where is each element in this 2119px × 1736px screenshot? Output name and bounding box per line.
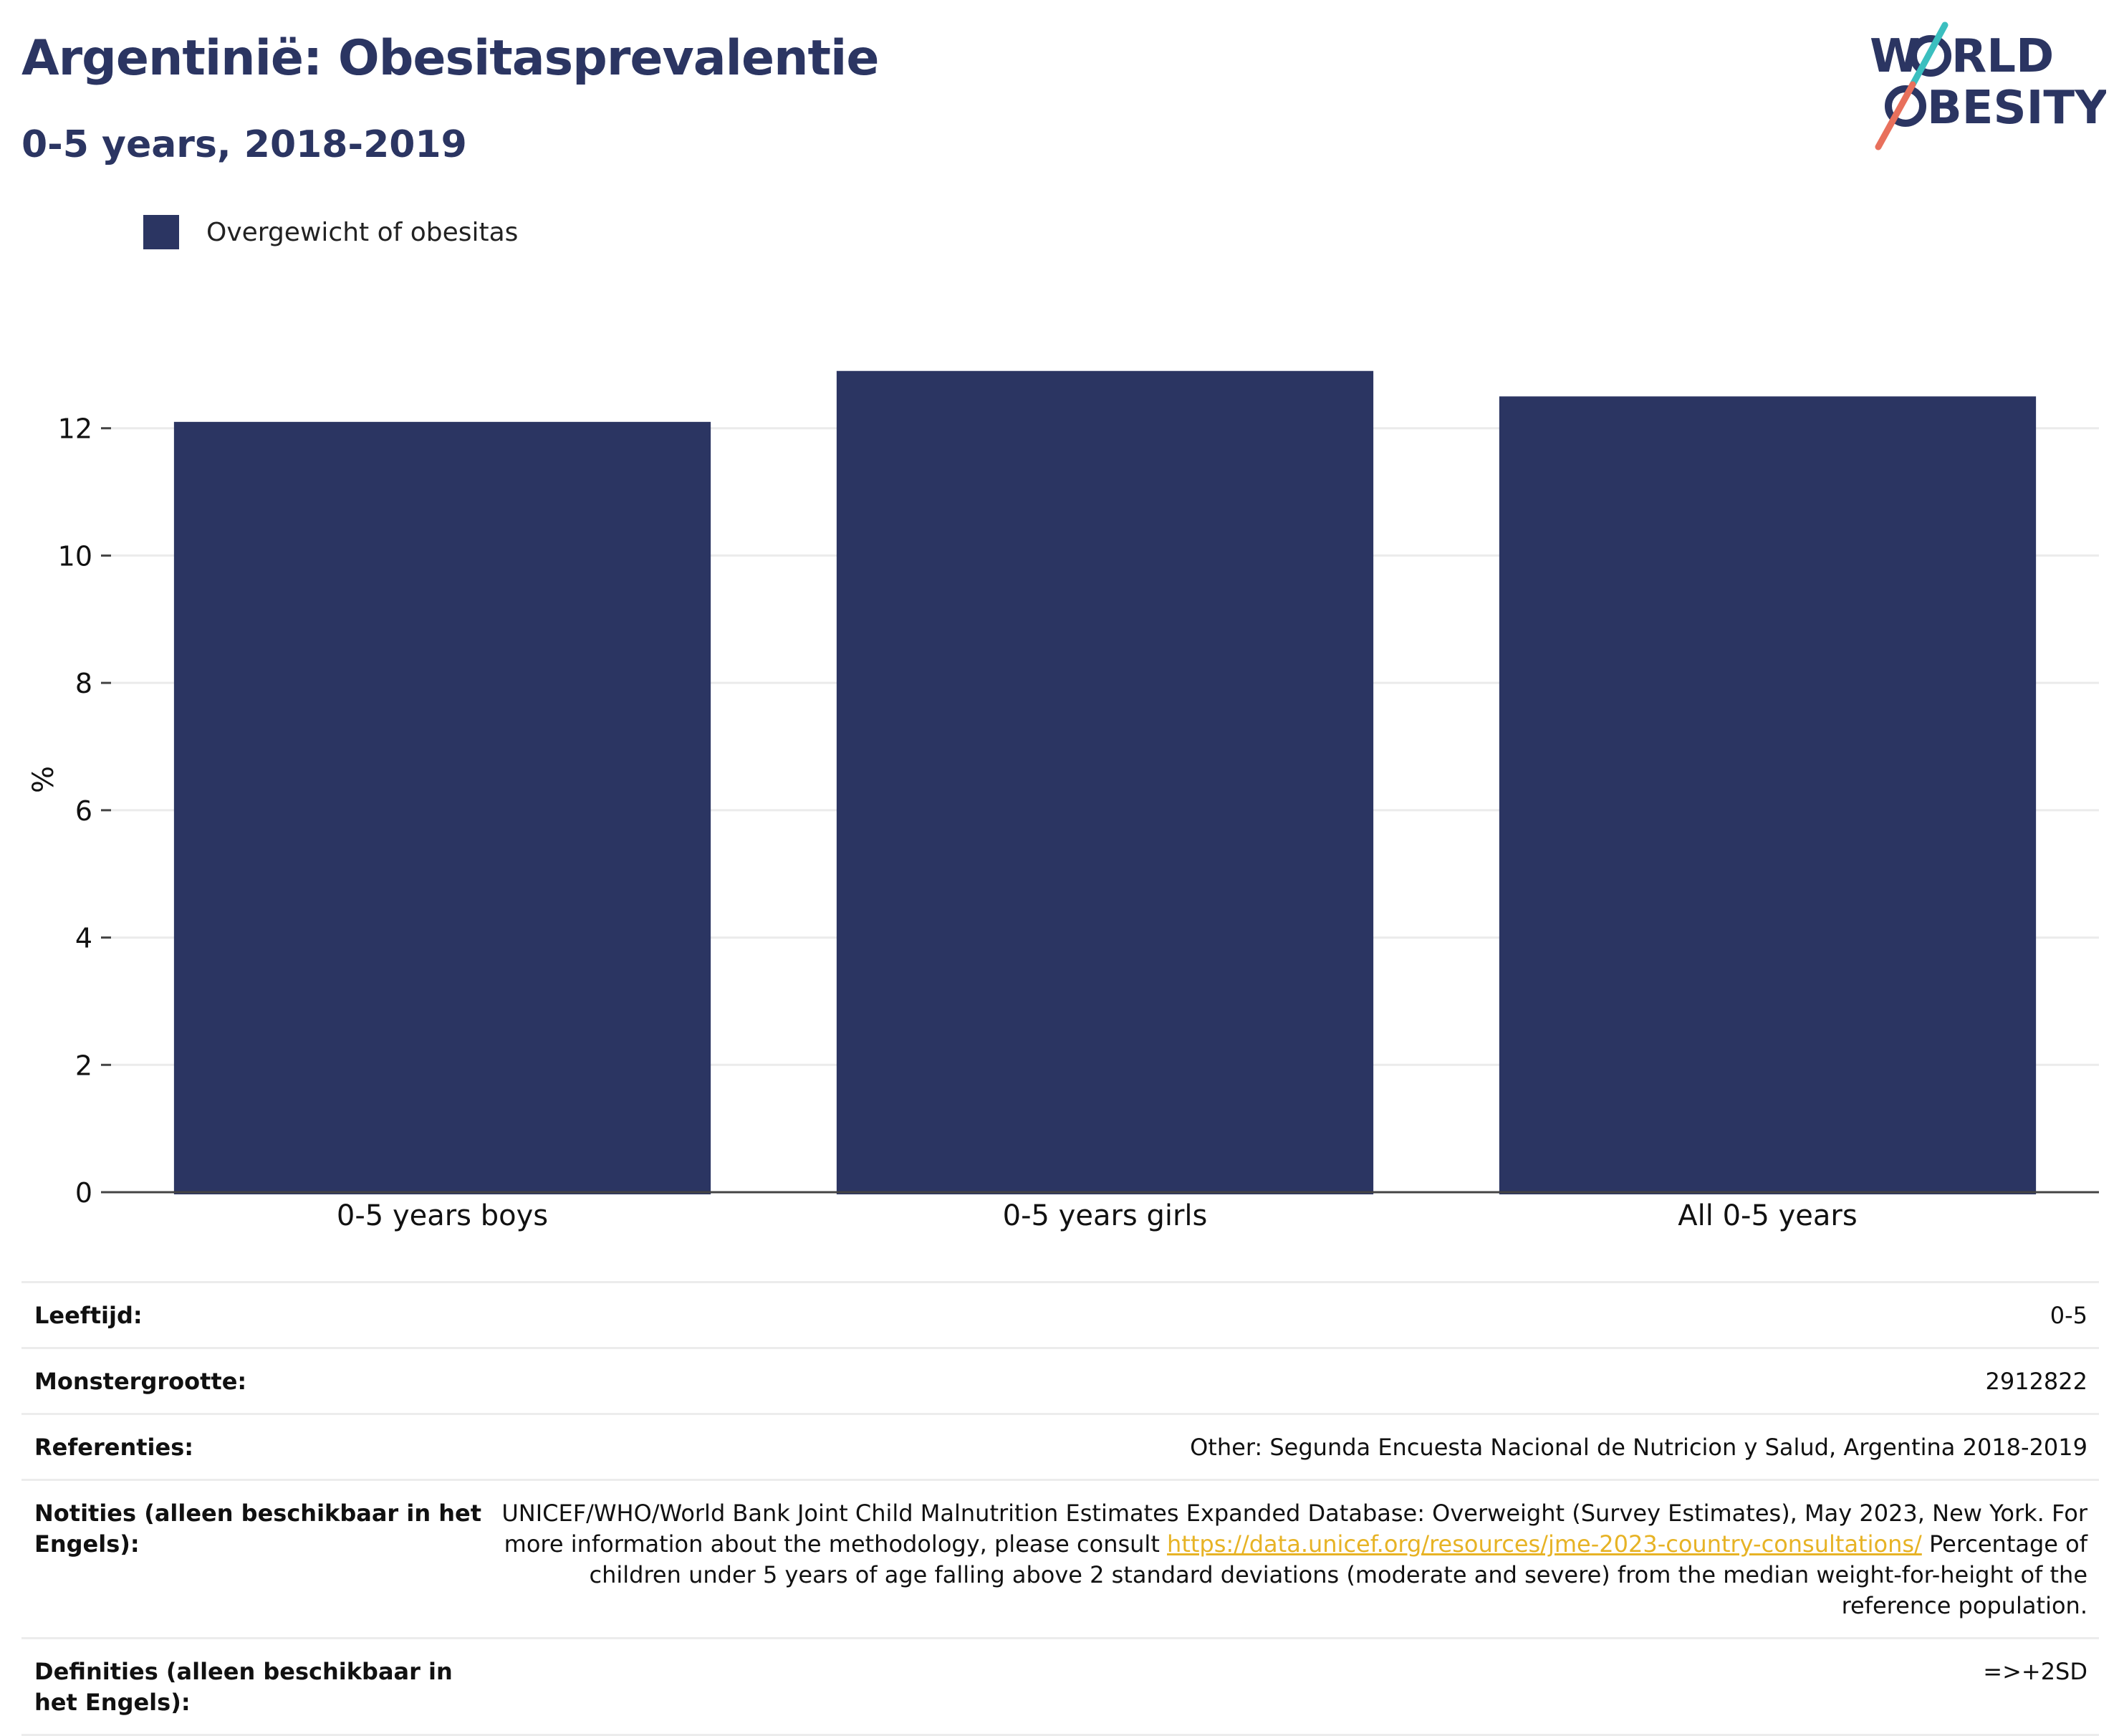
x-tick-label: 0-5 years girls	[1003, 1199, 1208, 1232]
info-value: Other: Segunda Encuesta Nacional de Nutr…	[1190, 1434, 2087, 1461]
y-tick-label: 2	[75, 1050, 92, 1081]
axes: 0 2 4 6 8 10 12 0-5 years boys 0-5 years girls Al…	[58, 413, 2099, 1232]
logo-slash-top	[1909, 21, 1949, 88]
chart-subtitle: 0-5 years, 2018-2019	[21, 123, 467, 166]
notes-link[interactable]: https://data.unicef.org/resources/jme-20…	[1167, 1530, 1922, 1558]
info-value: 2912822	[1985, 1368, 2087, 1395]
info-label: Leeftijd:	[34, 1302, 143, 1329]
y-tick-label: 0	[75, 1177, 92, 1209]
info-row-referenties: Referenties: Other: Segunda Encuesta Nac…	[21, 1413, 2099, 1479]
logo-besity: BESITY	[1927, 82, 2106, 135]
info-value: 0-5	[2050, 1302, 2087, 1329]
info-label: Monstergrootte:	[34, 1368, 247, 1395]
y-tick-label: 10	[58, 540, 92, 572]
notes-text-after: Percentage of children under 5 years of …	[589, 1530, 2088, 1619]
y-tick-label: 6	[75, 795, 92, 827]
y-axis-label: %	[27, 766, 60, 793]
logo-rld: RLD	[1951, 30, 2054, 83]
legend: Overgewicht of obesitas	[143, 214, 518, 251]
legend-swatch	[143, 215, 179, 249]
info-label: Definities (alleen beschikbaar in het En…	[34, 1658, 453, 1716]
logo-o-ring-top	[1910, 35, 1951, 77]
info-value: =>+2SD	[1983, 1658, 2087, 1685]
info-value: UNICEF/WHO/World Bank Joint Child Malnut…	[493, 1498, 2087, 1621]
info-label: Referenties:	[34, 1434, 194, 1461]
bars	[173, 370, 2037, 1195]
y-tick-label: 4	[75, 923, 92, 954]
bar[interactable]	[173, 421, 711, 1194]
notes-text-before: UNICEF/WHO/World Bank Joint Child Malnut…	[501, 1500, 2087, 1558]
info-row-monstergrootte: Monstergrootte: 2912822	[21, 1347, 2099, 1413]
x-tick-label: 0-5 years boys	[337, 1199, 548, 1232]
info-row-leeftijd: Leeftijd: 0-5	[21, 1281, 2099, 1347]
x-tick-label: All 0-5 years	[1678, 1199, 1857, 1232]
legend-label: Overgewicht of obesitas	[206, 217, 519, 247]
info-table: Leeftijd: 0-5 Monstergrootte: 2912822 Re…	[21, 1281, 2099, 1736]
logo-o-ring-bottom	[1885, 85, 1926, 127]
bar[interactable]	[1499, 396, 2037, 1195]
info-row-notities: Notities (alleen beschikbaar in het Enge…	[21, 1479, 2099, 1637]
logo-slash-bottom	[1875, 81, 1916, 150]
info-row-definities: Definities (alleen beschikbaar in het En…	[21, 1637, 2099, 1736]
bar-chart: 0 2 4 6 8 10 12 0-5 years boys 0-5 years girls Al…	[27, 370, 2099, 1232]
info-label: Notities (alleen beschikbaar in het Enge…	[34, 1500, 482, 1558]
chart-title: Argentinië: Obesitasprevalentie	[21, 30, 879, 87]
y-tick-label: 12	[58, 413, 92, 445]
world-obesity-logo: W RLD BESITY	[1870, 21, 2106, 150]
bar[interactable]	[836, 370, 1374, 1194]
y-tick-label: 8	[75, 668, 92, 699]
